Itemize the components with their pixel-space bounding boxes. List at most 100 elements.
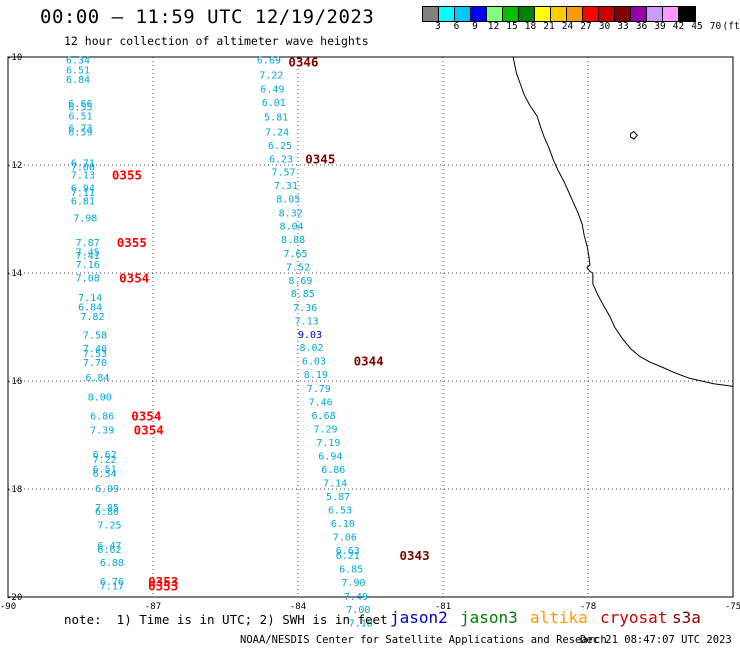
swh-value: 7.82	[81, 312, 105, 323]
swh-value: 8.69	[288, 276, 312, 287]
color-scale-label: (ft)	[722, 21, 740, 32]
swh-value: 7.79	[307, 384, 331, 395]
color-scale-label: 30	[598, 21, 611, 32]
pass-time-label: 0354	[134, 423, 164, 438]
color-scale-label: 39	[654, 21, 666, 32]
swh-value: 8.04	[280, 221, 304, 232]
swh-value: 7.41	[76, 251, 100, 262]
swh-value: 7.65	[284, 249, 308, 260]
pass-time-label: 0354	[119, 270, 149, 285]
swh-value: 7.87	[76, 238, 100, 249]
mission-legend-altika: altika	[530, 608, 588, 627]
swh-value: 6.69	[257, 56, 281, 67]
pass-time-label: 0355	[117, 235, 147, 250]
pass-time-label: 0353	[148, 574, 178, 589]
color-scale-label: 33	[617, 21, 629, 32]
page-title: 00:00 — 11:59 UTC 12/19/2023	[40, 6, 375, 28]
swh-value: 6.21	[336, 551, 360, 562]
swh-value: 6.47	[97, 541, 121, 552]
swh-value: 6.80	[95, 507, 119, 518]
units-note: note: 1) Time is in UTC; 2) SWH is in fe…	[64, 612, 388, 627]
color-scale-label: 3	[435, 21, 441, 32]
swh-value: 7.52	[286, 263, 310, 274]
swh-value: 6.63	[336, 546, 360, 557]
swh-value: 7.58	[83, 331, 107, 342]
color-swatch	[583, 7, 599, 21]
swh-value: 7.14	[78, 293, 102, 304]
swh-value: 7.22	[259, 70, 283, 81]
swh-value: 6.73	[68, 124, 92, 135]
color-scale-label: 6	[453, 21, 460, 32]
swh-value: 7.40	[83, 344, 107, 355]
swh-value: 6.86	[90, 412, 114, 423]
swh-value: 7.16	[76, 260, 100, 271]
swh-value: 7.39	[90, 426, 114, 437]
swh-value: 7.90	[342, 578, 366, 589]
swh-value: 7.17	[100, 582, 124, 593]
swh-value: 6.94	[71, 184, 95, 195]
swh-value: 7.31	[274, 181, 298, 192]
swh-value: 6.84	[66, 75, 90, 86]
swh-value: 7.06	[333, 533, 357, 544]
x-tick-label: -87	[145, 602, 161, 612]
x-tick-label: -81	[435, 602, 451, 612]
swh-value: 6.84	[78, 302, 102, 313]
map-frame	[7, 56, 734, 598]
swh-value: 8.32	[279, 209, 303, 220]
swh-value: 7.19	[316, 438, 340, 449]
color-scale-label: 18	[524, 21, 537, 32]
color-scale-label: 45	[691, 21, 703, 32]
swh-value: 6.81	[71, 197, 95, 208]
swh-value: 6.51	[93, 464, 117, 475]
page-subtitle: 12 hour collection of altimeter wave hei…	[64, 34, 369, 48]
color-scale-label: 12	[487, 21, 500, 32]
color-scale-bar	[422, 6, 696, 22]
swh-value: 6.62	[93, 450, 117, 461]
color-swatch	[487, 7, 503, 21]
swh-value: 8.00	[88, 393, 112, 404]
color-swatch	[455, 7, 471, 21]
mission-legend-cryosat: cryosat	[600, 608, 668, 627]
y-tick-label: -16	[6, 377, 22, 387]
swh-value: 6.53	[328, 506, 352, 517]
color-swatch	[631, 7, 647, 21]
mission-legend-jason2: jason2	[390, 608, 448, 627]
color-swatch	[535, 7, 551, 21]
swh-value: 6.10	[331, 519, 355, 530]
swh-value: 7.53	[83, 349, 107, 360]
swh-value: 6.85	[339, 564, 363, 575]
swh-value: 5.81	[264, 112, 288, 123]
swh-value: 6.01	[262, 98, 286, 109]
pass-time-label: 0343	[400, 548, 430, 563]
credit-line: NOAA/NESDIS Center for Satellite Applica…	[240, 634, 607, 646]
swh-value: 6.71	[71, 158, 95, 169]
swh-value: 7.46	[309, 398, 333, 409]
swh-value: 6.84	[85, 373, 109, 384]
swh-value: 6.23	[269, 155, 293, 166]
pass-time-label: 0354	[131, 409, 161, 424]
swh-value: 6.09	[95, 484, 119, 495]
island	[630, 130, 638, 140]
coastline	[512, 56, 734, 387]
color-scale-label: 21	[543, 21, 555, 32]
pass-time-label: 0345	[305, 152, 335, 167]
color-scale-label: 42	[672, 21, 685, 32]
pass-time-label: 0355	[112, 168, 142, 183]
swh-value: 6.34	[66, 56, 90, 67]
swh-value: 6.86	[321, 465, 345, 476]
color-swatch	[615, 7, 631, 21]
swh-value: 7.14	[323, 479, 347, 490]
swh-value: 7.85	[95, 503, 119, 514]
x-tick-label: -75	[725, 602, 740, 612]
y-tick-label: -14	[6, 269, 22, 279]
swh-value: 6.51	[68, 111, 92, 122]
color-swatch	[663, 7, 679, 21]
swh-value: 6.03	[302, 356, 326, 367]
y-tick-label: -18	[6, 485, 22, 495]
swh-value: 6.94	[318, 452, 342, 463]
mission-legend-s3a: s3a	[672, 608, 701, 627]
swh-value: 8.02	[299, 343, 323, 354]
swh-value: 6.49	[260, 84, 284, 95]
